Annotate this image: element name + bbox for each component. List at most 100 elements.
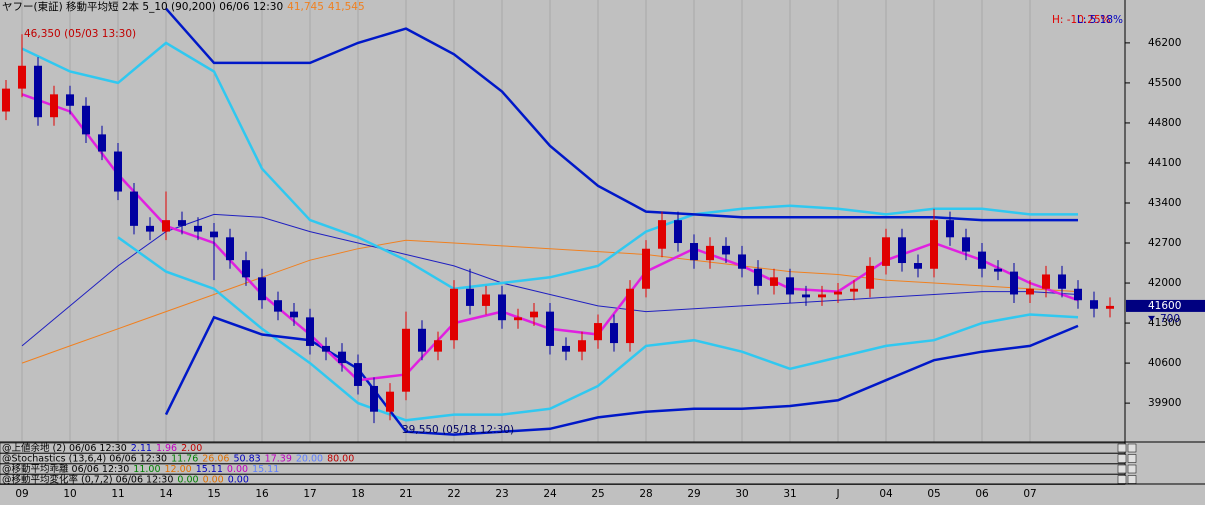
panel-row xyxy=(0,453,1126,464)
candle-body xyxy=(962,237,970,252)
y-tick-label: 41300 xyxy=(1148,317,1181,329)
x-tick-label: 18 xyxy=(351,488,364,500)
panel-expand[interactable] xyxy=(1117,443,1127,453)
candle-body xyxy=(802,294,810,298)
candle-body xyxy=(114,151,122,192)
panel-close[interactable] xyxy=(1127,464,1137,474)
candle-body xyxy=(402,328,410,392)
panel-value: 26.06 xyxy=(202,453,229,464)
candle-body xyxy=(82,105,90,135)
panel-expand[interactable] xyxy=(1117,454,1127,463)
candle-body xyxy=(562,345,570,352)
x-tick-label: 25 xyxy=(591,488,604,500)
panel-label: @Stochastics (13,6,4) 06/06 12:30 11.76 26… xyxy=(2,453,354,464)
panel-value: 0.00 xyxy=(228,474,249,485)
candle-body xyxy=(738,254,746,269)
candle-body xyxy=(274,300,282,312)
x-tick-label: 24 xyxy=(543,488,557,500)
candle-body xyxy=(898,237,906,264)
candle-body xyxy=(162,220,170,232)
x-tick-label: 05 xyxy=(927,488,940,500)
candle-body xyxy=(658,220,666,249)
candle-body xyxy=(1090,300,1098,309)
candle-body xyxy=(754,268,762,286)
header: ヤフー(東証) 移動平均短 2本 5_10 (90,200) 06/06 12:… xyxy=(2,0,365,13)
candle-body xyxy=(210,231,218,238)
candle-body xyxy=(2,88,10,112)
candle-body xyxy=(994,268,1002,272)
panel-value: 17.39 xyxy=(265,453,292,464)
panel-name: @上値余地 (2) 06/06 12:30 xyxy=(2,442,127,454)
candle-body xyxy=(146,225,154,232)
x-tick-label: 28 xyxy=(639,488,652,500)
x-tick-label: 10 xyxy=(63,488,76,500)
candles xyxy=(2,34,1114,424)
panel-value: 11.00 xyxy=(133,464,160,475)
x-tick-label: 17 xyxy=(303,488,316,500)
panel-value: 1.96 xyxy=(156,443,177,454)
x-tick-label: 14 xyxy=(159,488,173,500)
x-tick-label: 30 xyxy=(735,488,748,500)
candle-body xyxy=(1042,274,1050,289)
panel-value: 15.11 xyxy=(252,464,279,475)
candle-body xyxy=(18,65,26,89)
candle-body xyxy=(418,328,426,352)
header-price: 41,745 xyxy=(287,1,324,13)
indicator-panels: @上値余地 (2) 06/06 12:30 2.11 1.96 2.00@Stocha… xyxy=(0,441,1205,485)
x-tick-label: 29 xyxy=(687,488,700,500)
candle-body xyxy=(946,220,954,238)
candle-body xyxy=(482,294,490,306)
change: 700 xyxy=(1160,313,1180,325)
candle-body xyxy=(626,288,634,344)
y-tick-label: 42000 xyxy=(1148,277,1181,289)
candle-body xyxy=(354,363,362,386)
x-tick-label: 16 xyxy=(255,488,269,500)
panel-name: @Stochastics (13,6,4) 06/06 12:30 xyxy=(2,453,167,464)
header-price: 41,545 xyxy=(328,1,365,13)
candle-body xyxy=(322,345,330,352)
y-tick-label: 44800 xyxy=(1148,117,1181,129)
panel-label: @移動平均乖離 06/06 12:30 11.00 12.00 15.11 0.00 15… xyxy=(2,463,279,475)
candle-body xyxy=(1026,288,1034,295)
x-tick-label: J xyxy=(835,488,839,500)
panel-name: @移動平均乖離 06/06 12:30 xyxy=(2,463,129,475)
x-tick-label: 06 xyxy=(975,488,989,500)
candle-body xyxy=(242,260,250,278)
candle-body xyxy=(770,277,778,286)
last-price: 41600 xyxy=(1148,300,1181,312)
line-series xyxy=(165,7,1078,222)
y-tick-label: 39900 xyxy=(1148,397,1181,409)
line-series xyxy=(21,239,1079,364)
panel-label: @移動平均変化率 (0,7,2) 06/06 12:30 0.00 0.00 0.00 xyxy=(2,473,249,485)
panel-close[interactable] xyxy=(1127,443,1137,453)
panel-close[interactable] xyxy=(1127,454,1137,463)
x-tick-label: 04 xyxy=(879,488,893,500)
candle-body xyxy=(34,65,42,118)
candle-body xyxy=(978,251,986,269)
candle-body xyxy=(818,294,826,298)
x-tick-label: 07 xyxy=(1023,488,1036,500)
panel-value: 2.00 xyxy=(181,443,202,454)
panel-expand[interactable] xyxy=(1117,475,1127,484)
panel-close[interactable] xyxy=(1127,475,1137,484)
candle-body xyxy=(674,220,682,244)
candle-body xyxy=(66,94,74,106)
x-tick-label: 22 xyxy=(447,488,460,500)
candle-body xyxy=(610,323,618,344)
candle-body xyxy=(1106,305,1114,309)
candle-body xyxy=(370,385,378,412)
low-note: 39,550 (05/18 12:30) xyxy=(402,424,514,436)
y-tick-label: 44100 xyxy=(1148,157,1181,169)
candle-body xyxy=(258,277,266,301)
y-tick-label: 46200 xyxy=(1148,37,1181,49)
title: ヤフー(東証) 移動平均短 2本 5_10 (90,200) 06/06 12:… xyxy=(2,0,283,13)
panel-value: 15.11 xyxy=(196,464,223,475)
line-series xyxy=(117,236,1079,422)
candle-body xyxy=(434,340,442,352)
last-price-box xyxy=(1126,299,1205,312)
panel-expand[interactable] xyxy=(1117,464,1127,474)
candle-body xyxy=(594,323,602,341)
candle-body xyxy=(578,340,586,352)
